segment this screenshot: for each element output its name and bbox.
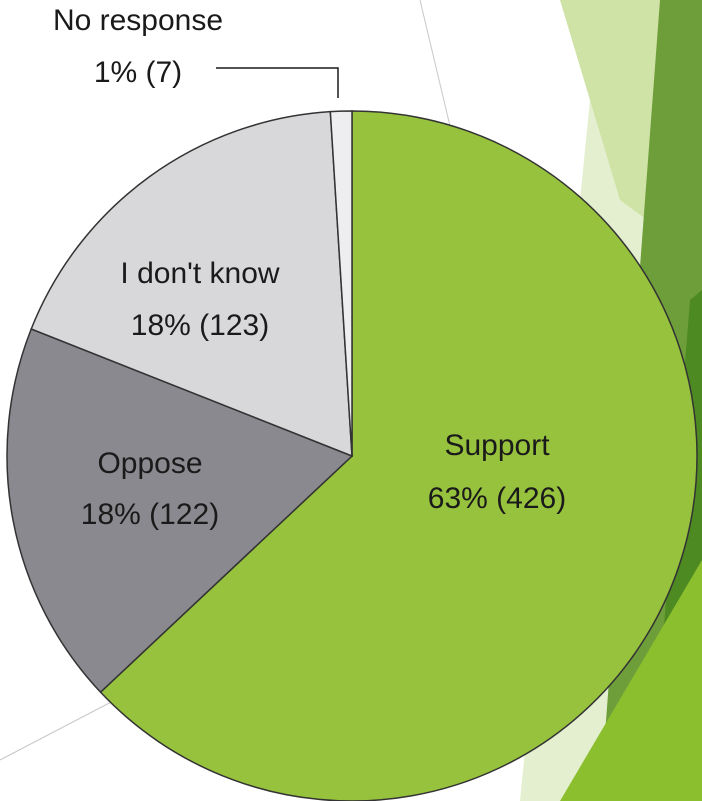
pie-slice: [6, 328, 354, 694]
slice-name: Oppose: [97, 447, 202, 480]
slice-name: I don't know: [120, 257, 279, 290]
pie-slice: [329, 110, 353, 457]
leader-line: [216, 67, 339, 98]
slice-name: No response: [53, 4, 223, 37]
slice-value-label: 18% (123): [131, 309, 269, 342]
slice-name: Support: [444, 429, 550, 462]
pie-slice: [99, 110, 698, 801]
slice-value-label: 63% (426): [428, 482, 566, 515]
labels: Support 63% (426) Oppose 18% (122) I don't k…: [53, 4, 566, 531]
slice-value-label: 1% (7): [94, 56, 182, 89]
pie: [6, 110, 698, 801]
pie-slice: [30, 110, 353, 458]
slice-value-label: 18% (122): [81, 498, 219, 531]
